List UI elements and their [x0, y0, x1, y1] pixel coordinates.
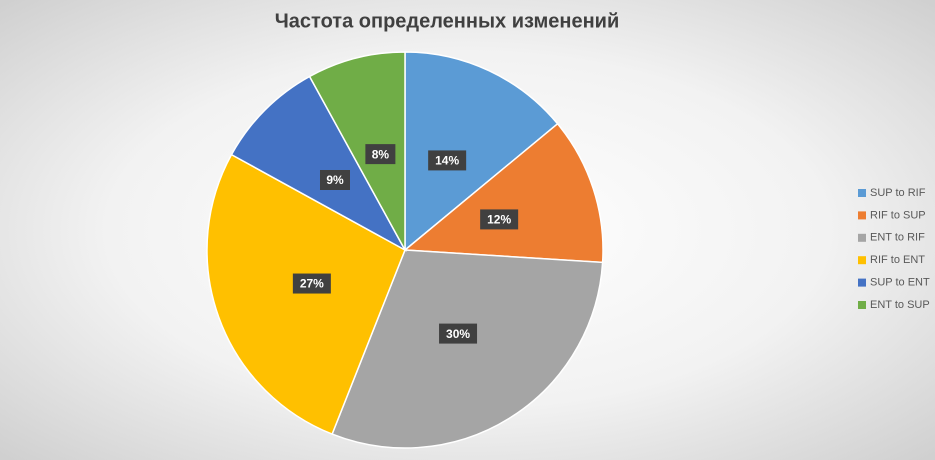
data-label-box — [480, 209, 519, 230]
legend-swatch — [858, 301, 866, 309]
legend-swatch — [858, 256, 866, 265]
pie-slice — [331, 249, 604, 449]
legend-label: RIF to ENT — [870, 254, 925, 266]
pie-slice — [308, 51, 406, 251]
legend-label: SUP to RIF — [870, 187, 926, 199]
data-label: 27% — [300, 277, 324, 291]
legend-swatch — [858, 233, 866, 242]
legend-swatch — [858, 211, 866, 220]
data-label-box — [428, 150, 467, 171]
legend-label: SUP to ENT — [870, 277, 930, 289]
data-label: 8% — [372, 147, 390, 161]
data-label-box — [319, 169, 350, 190]
legend-swatch — [858, 278, 866, 287]
legend-label: RIF to SUP — [870, 209, 926, 221]
data-label-box — [365, 144, 396, 165]
chart-title: Частота определенных изменений — [275, 10, 620, 32]
pie-slice — [403, 122, 604, 264]
pie-slice — [206, 153, 406, 436]
data-label: 12% — [487, 213, 511, 227]
data-label-box — [292, 273, 331, 294]
pie-slice — [404, 51, 559, 252]
legend-label: ENT to RIF — [870, 232, 925, 244]
pie-slice — [230, 75, 407, 252]
data-label: 9% — [326, 173, 344, 187]
data-label-box — [439, 323, 478, 344]
legend-swatch — [858, 189, 866, 197]
legend-label: ENT to SUP — [870, 299, 930, 311]
data-label: 30% — [446, 327, 470, 341]
data-label: 14% — [435, 154, 459, 168]
